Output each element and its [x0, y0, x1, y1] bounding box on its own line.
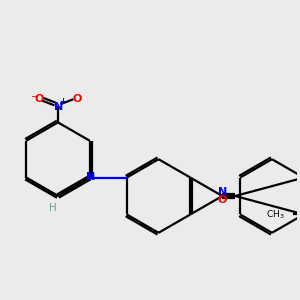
Text: H: H — [49, 203, 56, 213]
Text: O: O — [72, 94, 82, 104]
Text: N: N — [218, 187, 227, 196]
Text: $\mathregular{N}$: $\mathregular{N}$ — [53, 100, 63, 112]
Text: O: O — [34, 94, 44, 104]
Text: N: N — [86, 172, 95, 182]
Text: +: + — [59, 97, 66, 106]
Text: $-$: $-$ — [29, 90, 39, 100]
Text: CH$_3$: CH$_3$ — [266, 208, 285, 221]
Text: O: O — [218, 195, 227, 206]
